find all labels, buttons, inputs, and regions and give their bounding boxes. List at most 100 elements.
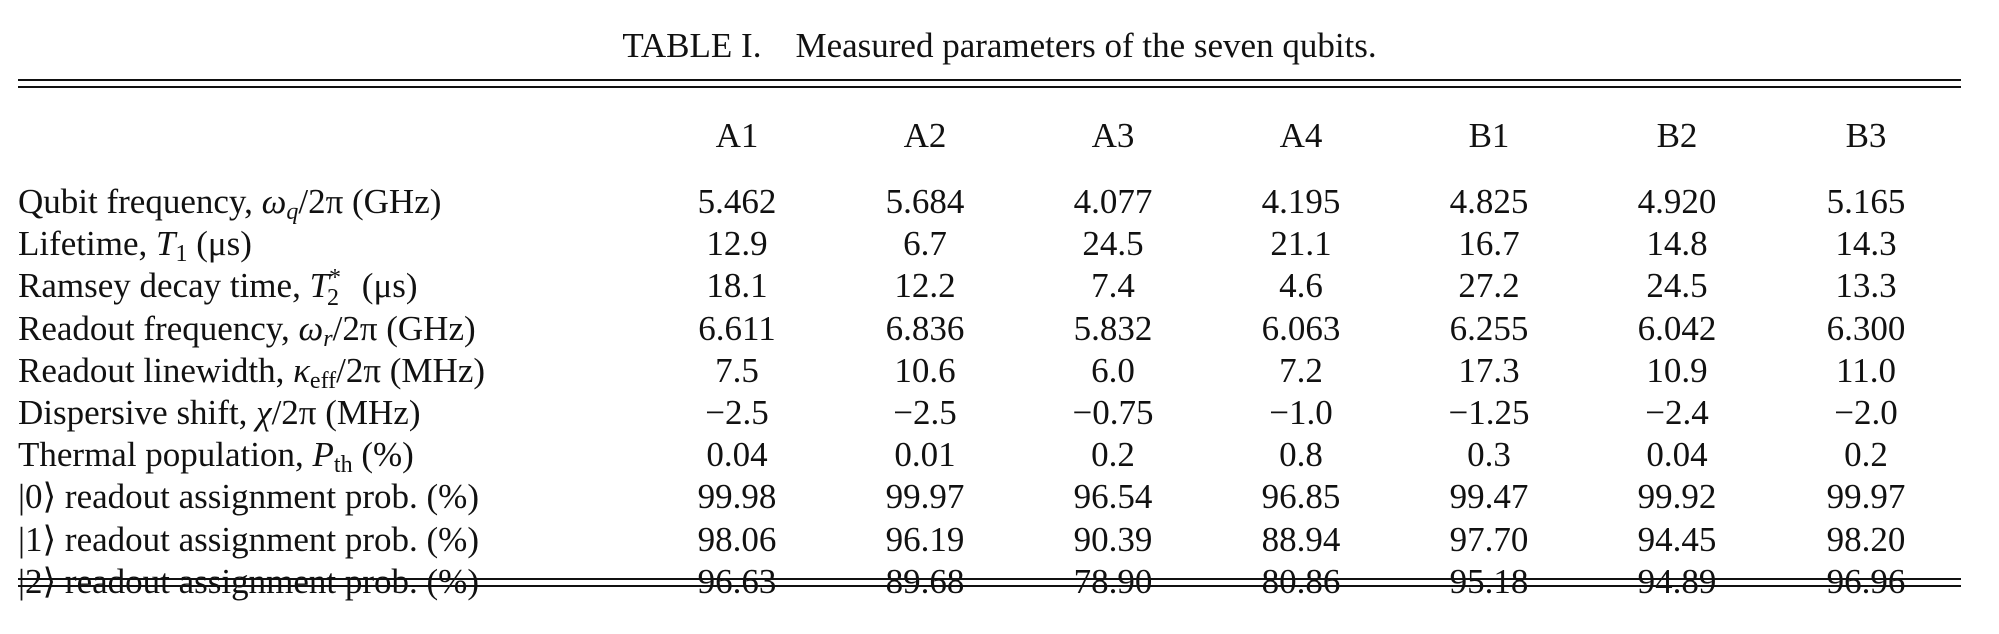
- header-blank: [18, 91, 643, 181]
- math-tail: /2π: [336, 350, 382, 390]
- column-header: A4: [1279, 116, 1323, 155]
- table-cell: 14.8: [1646, 224, 1708, 264]
- table-cell: 0.04: [1646, 435, 1708, 475]
- table-cell: 4.195: [1261, 182, 1341, 222]
- table-cell: 14.3: [1835, 224, 1897, 264]
- bottom-rule-upper: [18, 578, 1961, 580]
- table-cell: 10.9: [1646, 350, 1708, 390]
- table-cell: 0.8: [1279, 435, 1323, 475]
- table-caption-text: Measured parameters of the seven qubits.: [795, 26, 1377, 65]
- math-subscript: 2: [327, 285, 340, 312]
- table-cell: 80.86: [1261, 561, 1341, 601]
- row-label-unit: (μs): [187, 224, 252, 264]
- table-cell: 0.2: [1091, 435, 1135, 475]
- row-label-unit: (GHz): [343, 182, 442, 222]
- header-row: A1 A2 A3 A4 B1 B2 B3: [18, 91, 1961, 181]
- table-row: Readout linewidth, κeff/2π (MHz) 7.5 10.6 6…: [18, 350, 1961, 393]
- math-subscript: th: [333, 452, 353, 479]
- table-cell: 98.20: [1826, 519, 1906, 559]
- table-row: |1⟩ readout assignment prob. (%) 98.06 96.…: [18, 519, 1961, 561]
- table-cell: −1.25: [1448, 393, 1530, 433]
- table-cell: 6.063: [1261, 308, 1341, 348]
- math-subscript: q: [286, 199, 299, 226]
- math-symbol: T: [156, 224, 176, 264]
- table-cell: 4.920: [1637, 182, 1717, 222]
- table-cell: 6.255: [1449, 308, 1529, 348]
- row-label: |0⟩ readout assignment prob. (%): [18, 476, 643, 518]
- top-rule-outer: [18, 79, 1961, 81]
- table-cell: −2.5: [893, 393, 957, 433]
- table-cell: 96.63: [697, 561, 777, 601]
- table-cell: 5.684: [885, 182, 965, 222]
- table-cell: 4.077: [1073, 182, 1153, 222]
- table-cell: 0.01: [894, 435, 956, 475]
- math-subscript: r: [323, 325, 333, 352]
- table-cell: 94.45: [1637, 519, 1717, 559]
- table-row: Ramsey decay time, T*2 (μs) 18.1 12.2 7.4 4.…: [18, 265, 1961, 310]
- top-rule-inner: [18, 86, 1961, 88]
- table-cell: 24.5: [1646, 266, 1708, 306]
- table-cell: −2.5: [705, 393, 769, 433]
- row-label: Ramsey decay time, T*2 (μs): [18, 265, 643, 310]
- parameters-table: A1 A2 A3 A4 B1 B2 B3 Qubit frequency, ωq…: [18, 91, 1961, 603]
- table-cell: 5.165: [1826, 182, 1906, 222]
- table-cell: 12.2: [894, 266, 956, 306]
- table-cell: 11.0: [1836, 350, 1896, 390]
- column-header: B1: [1468, 116, 1510, 155]
- table-row: Qubit frequency, ωq/2π (GHz) 5.462 5.684 4.…: [18, 181, 1961, 226]
- table-cell: −2.4: [1645, 393, 1709, 433]
- table-cell: 18.1: [706, 266, 768, 306]
- table-cell: −0.75: [1072, 393, 1154, 433]
- table-cell: −2.0: [1834, 393, 1898, 433]
- row-label-text: Readout frequency,: [18, 308, 299, 348]
- math-symbol: χ: [256, 393, 272, 433]
- table-cell: 7.2: [1279, 350, 1323, 390]
- row-label-unit: (MHz): [316, 393, 421, 433]
- table-cell: 12.9: [706, 224, 768, 264]
- row-label: Readout frequency, ωr/2π (GHz): [18, 308, 643, 352]
- row-label-text: Lifetime,: [18, 224, 157, 264]
- table-cell: 6.836: [885, 308, 965, 348]
- table-cell: 0.04: [706, 435, 768, 475]
- table-row: Lifetime, T1 (μs) 12.9 6.7 24.5 21.1 16.7 14.8…: [18, 223, 1961, 266]
- table-cell: 99.47: [1449, 477, 1529, 517]
- table-cell: 24.5: [1082, 224, 1144, 264]
- table-cell: 10.6: [894, 350, 956, 390]
- row-label-unit: (%): [352, 435, 414, 475]
- table-row: Dispersive shift, χ/2π (MHz) −2.5 −2.5 −0.7…: [18, 392, 1961, 434]
- table-cell: 7.5: [715, 350, 759, 390]
- math-symbol: T: [309, 266, 330, 306]
- table-cell: 7.4: [1091, 266, 1135, 306]
- table-cell: 99.92: [1637, 477, 1717, 517]
- table-caption: TABLE I. Measured parameters of the seven…: [0, 24, 1999, 68]
- column-header: A1: [715, 116, 759, 155]
- table-row: |2⟩ readout assignment prob. (%) 96.63 89.…: [18, 561, 1961, 603]
- ket-symbol: |0⟩: [18, 477, 57, 517]
- table-cell: −1.0: [1269, 393, 1333, 433]
- table-cell: 90.39: [1073, 519, 1153, 559]
- table-cell: 13.3: [1835, 266, 1897, 306]
- row-label-text: Dispersive shift,: [18, 393, 257, 433]
- table-cell: 5.462: [697, 182, 777, 222]
- table-cell: 89.68: [885, 561, 965, 601]
- column-header: B2: [1656, 116, 1698, 155]
- table-row: Readout frequency, ωr/2π (GHz) 6.611 6.836…: [18, 308, 1961, 352]
- table-cell: 96.54: [1073, 477, 1153, 517]
- row-label-unit: (MHz): [381, 350, 486, 390]
- table-cell: 6.611: [698, 308, 776, 348]
- row-label: Readout linewidth, κeff/2π (MHz): [18, 350, 643, 393]
- math-tail: /2π: [271, 393, 317, 433]
- table-cell: 96.19: [885, 519, 965, 559]
- row-label: Qubit frequency, ωq/2π (GHz): [18, 181, 643, 226]
- row-label-text: readout assignment prob. (%): [56, 561, 479, 601]
- table-cell: 6.300: [1826, 308, 1906, 348]
- table-cell: 5.832: [1073, 308, 1153, 348]
- table-cell: 21.1: [1270, 224, 1332, 264]
- math-symbol: P: [312, 435, 334, 475]
- row-label: Lifetime, T1 (μs): [18, 223, 643, 266]
- math-symbol: ω: [298, 308, 324, 348]
- table-cell: 96.85: [1261, 477, 1341, 517]
- table-cell: 97.70: [1449, 519, 1529, 559]
- ket-symbol: |2⟩: [18, 561, 57, 601]
- row-label-text: Readout linewidth,: [18, 350, 294, 390]
